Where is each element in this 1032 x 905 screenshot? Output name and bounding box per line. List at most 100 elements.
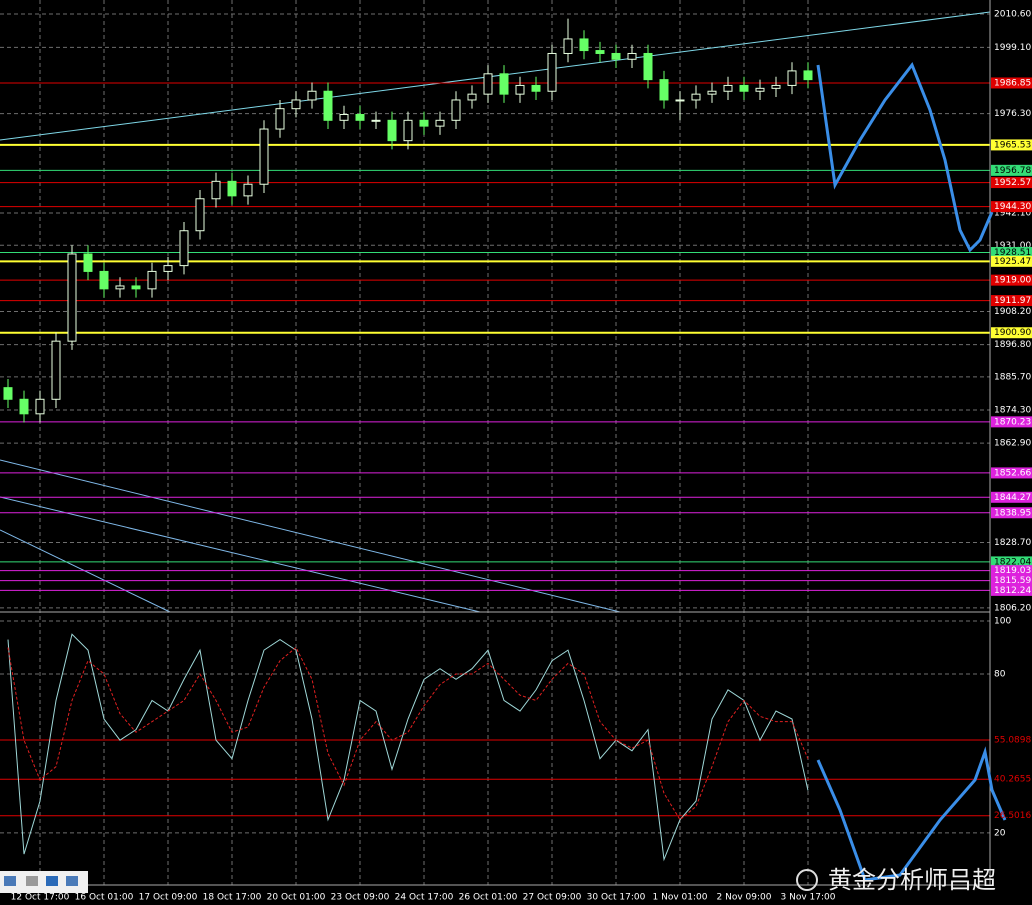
candle-body (371, 119, 381, 122)
candle-body (403, 119, 413, 142)
candle-body (627, 52, 637, 60)
candle-body (483, 73, 493, 95)
level-label: 1919.00 (994, 276, 1031, 286)
y-tick-label: 1806.20 (994, 603, 1031, 613)
level-label: 1822.04 (994, 557, 1031, 567)
level-label: 1956.78 (994, 166, 1031, 176)
level-label: 1944.30 (994, 202, 1031, 212)
level-label: 1819.03 (994, 566, 1031, 576)
level-label: 40.2655 (994, 775, 1031, 785)
toolbar-icon[interactable] (26, 876, 38, 886)
level-label: 1815.59 (994, 576, 1031, 586)
x-tick-label: 26 Oct 01:00 (459, 893, 518, 903)
x-tick-label: 17 Oct 09:00 (139, 893, 198, 903)
candle-body (499, 73, 509, 95)
level-label: 55.0898 (994, 735, 1031, 745)
level-box (991, 565, 1032, 577)
candle-body (147, 270, 157, 290)
candle-body (275, 108, 285, 130)
candle-body (115, 285, 125, 290)
level-box (991, 491, 1032, 503)
forecast-sketch (816, 746, 1007, 882)
candle-body (579, 38, 589, 52)
candle-body (355, 113, 365, 121)
candle-body (563, 38, 573, 54)
x-tick-label: 2 Nov 09:00 (717, 893, 772, 903)
candle-body (339, 113, 349, 121)
y-tick-label: 80 (994, 669, 1006, 679)
candle-body (307, 90, 317, 101)
level-box (991, 575, 1032, 587)
candle-body (51, 340, 61, 400)
level-box (991, 139, 1032, 151)
level-box (991, 416, 1032, 428)
trendline (0, 459, 621, 613)
level-box (991, 164, 1032, 176)
candle-body (547, 52, 557, 92)
candle-body (99, 270, 109, 290)
level-label: 1965.53 (994, 140, 1031, 150)
y-tick-label: 1931.00 (994, 241, 1031, 251)
level-box (991, 255, 1032, 267)
candle-body (755, 87, 765, 92)
candle-body (787, 70, 797, 86)
candle-body (3, 387, 13, 400)
level-box (991, 177, 1032, 189)
level-label: 1838.95 (994, 508, 1031, 518)
level-label: 1986.85 (994, 78, 1031, 88)
y-tick-label: 1885.70 (994, 372, 1031, 382)
y-tick-label: 1828.70 (994, 538, 1031, 548)
candle-body (675, 99, 685, 102)
toolbar-icon[interactable] (4, 876, 16, 886)
x-tick-label: 23 Oct 09:00 (331, 893, 390, 903)
toolbar[interactable] (0, 871, 88, 893)
forecast-sketch (816, 62, 994, 253)
candle-body (131, 285, 141, 290)
y-tick-label: 1976.30 (994, 109, 1031, 119)
candle-body (19, 398, 29, 415)
candle-body (451, 99, 461, 121)
candle-body (323, 90, 333, 121)
oscillator-line (7, 633, 809, 862)
level-label: 1812.24 (994, 586, 1031, 596)
level-box (991, 507, 1032, 519)
level-box (991, 201, 1032, 213)
candle-body (771, 84, 781, 89)
y-tick-label: 1942.10 (994, 209, 1031, 219)
candle-body (211, 180, 221, 200)
toolbar-icon[interactable] (46, 876, 58, 886)
candle-body (435, 119, 445, 127)
y-tick-label: 1874.30 (994, 406, 1031, 416)
level-box (991, 327, 1032, 339)
candle-body (387, 119, 397, 142)
candle-body (83, 253, 93, 272)
level-label: 1844.27 (994, 493, 1031, 503)
level-label: 1952.57 (994, 178, 1031, 188)
candle-body (179, 230, 189, 267)
x-tick-label: 18 Oct 17:00 (203, 893, 262, 903)
x-tick-label: 3 Nov 17:00 (781, 893, 836, 903)
toolbar-icon[interactable] (66, 876, 78, 886)
x-tick-label: 30 Oct 17:00 (587, 893, 646, 903)
candle-body (659, 79, 669, 101)
level-label: 1911.97 (994, 296, 1031, 306)
level-label: 1928.51 (994, 248, 1031, 258)
level-label: 1925.47 (994, 257, 1031, 267)
level-label: 1852.66 (994, 468, 1031, 478)
candle-body (227, 180, 237, 197)
level-box (991, 274, 1032, 286)
candle-body (67, 253, 77, 342)
x-tick-label: 20 Oct 01:00 (267, 893, 326, 903)
x-tick-label: 24 Oct 17:00 (395, 893, 454, 903)
candle-body (163, 265, 173, 272)
candle-body (195, 198, 205, 232)
level-box (991, 247, 1032, 259)
level-box (991, 295, 1032, 307)
candle-body (595, 50, 605, 54)
x-tick-label: 1 Nov 01:00 (653, 893, 708, 903)
candle-body (259, 128, 269, 185)
y-tick-label: 2010.60 (994, 9, 1031, 19)
y-tick-label: 1999.10 (994, 43, 1031, 53)
level-box (991, 556, 1032, 568)
